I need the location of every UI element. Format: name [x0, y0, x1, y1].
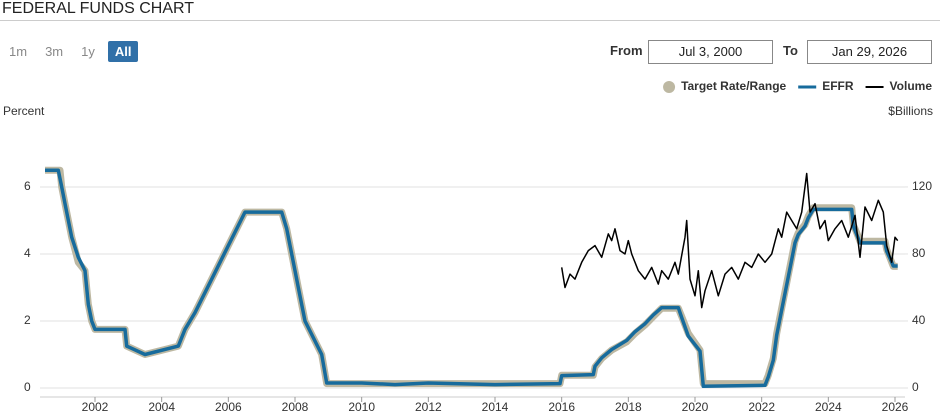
- x-tick-label: 2010: [348, 400, 375, 414]
- range-button[interactable]: 3m: [45, 44, 64, 59]
- range-button[interactable]: All: [107, 41, 139, 62]
- range-buttons: 1m 3m 1y All: [4, 41, 139, 62]
- x-tick-label: 2026: [882, 400, 909, 414]
- from-label: From: [610, 43, 643, 58]
- series-line: [560, 172, 899, 309]
- y2-axis-label: $Billions: [888, 104, 933, 118]
- x-tick-label: 2018: [615, 400, 642, 414]
- y-axis-label: Percent: [3, 104, 45, 118]
- x-tick-label: 2016: [548, 400, 575, 414]
- y2-tick-label: 40: [912, 313, 926, 327]
- series-line: [45, 166, 898, 388]
- y2-tick-label: 0: [912, 380, 919, 394]
- divider: [0, 20, 940, 21]
- y-tick-label: 2: [24, 313, 31, 327]
- y2-tick-label: 80: [912, 246, 926, 260]
- y2-tick-label: 120: [912, 179, 932, 193]
- x-tick-label: 2002: [82, 400, 109, 414]
- legend-label: Target Rate/Range: [681, 79, 786, 93]
- series-line: [45, 168, 898, 389]
- from-input[interactable]: Jul 3, 2000: [648, 40, 773, 64]
- legend-label: Volume: [890, 79, 933, 93]
- legend-swatch: [663, 81, 676, 93]
- y-tick-label: 6: [24, 179, 31, 193]
- legend-label: EFFR: [822, 79, 854, 93]
- x-tick-label: 2004: [148, 400, 175, 414]
- x-tick-label: 2014: [482, 400, 509, 414]
- to-input[interactable]: Jan 29, 2026: [807, 40, 932, 64]
- x-tick-label: 2012: [415, 400, 442, 414]
- range-button[interactable]: 1m: [9, 44, 28, 59]
- x-tick-label: 2006: [215, 400, 242, 414]
- page-title: FEDERAL FUNDS CHART: [2, 0, 195, 17]
- y-tick-label: 4: [24, 246, 31, 260]
- x-tick-label: 2024: [815, 400, 842, 414]
- range-button[interactable]: 1y: [81, 44, 95, 59]
- x-tick-label: 2020: [682, 400, 709, 414]
- to-label: To: [783, 43, 798, 58]
- x-tick-label: 2022: [748, 400, 775, 414]
- y-tick-label: 0: [24, 380, 31, 394]
- x-tick-label: 2008: [282, 400, 309, 414]
